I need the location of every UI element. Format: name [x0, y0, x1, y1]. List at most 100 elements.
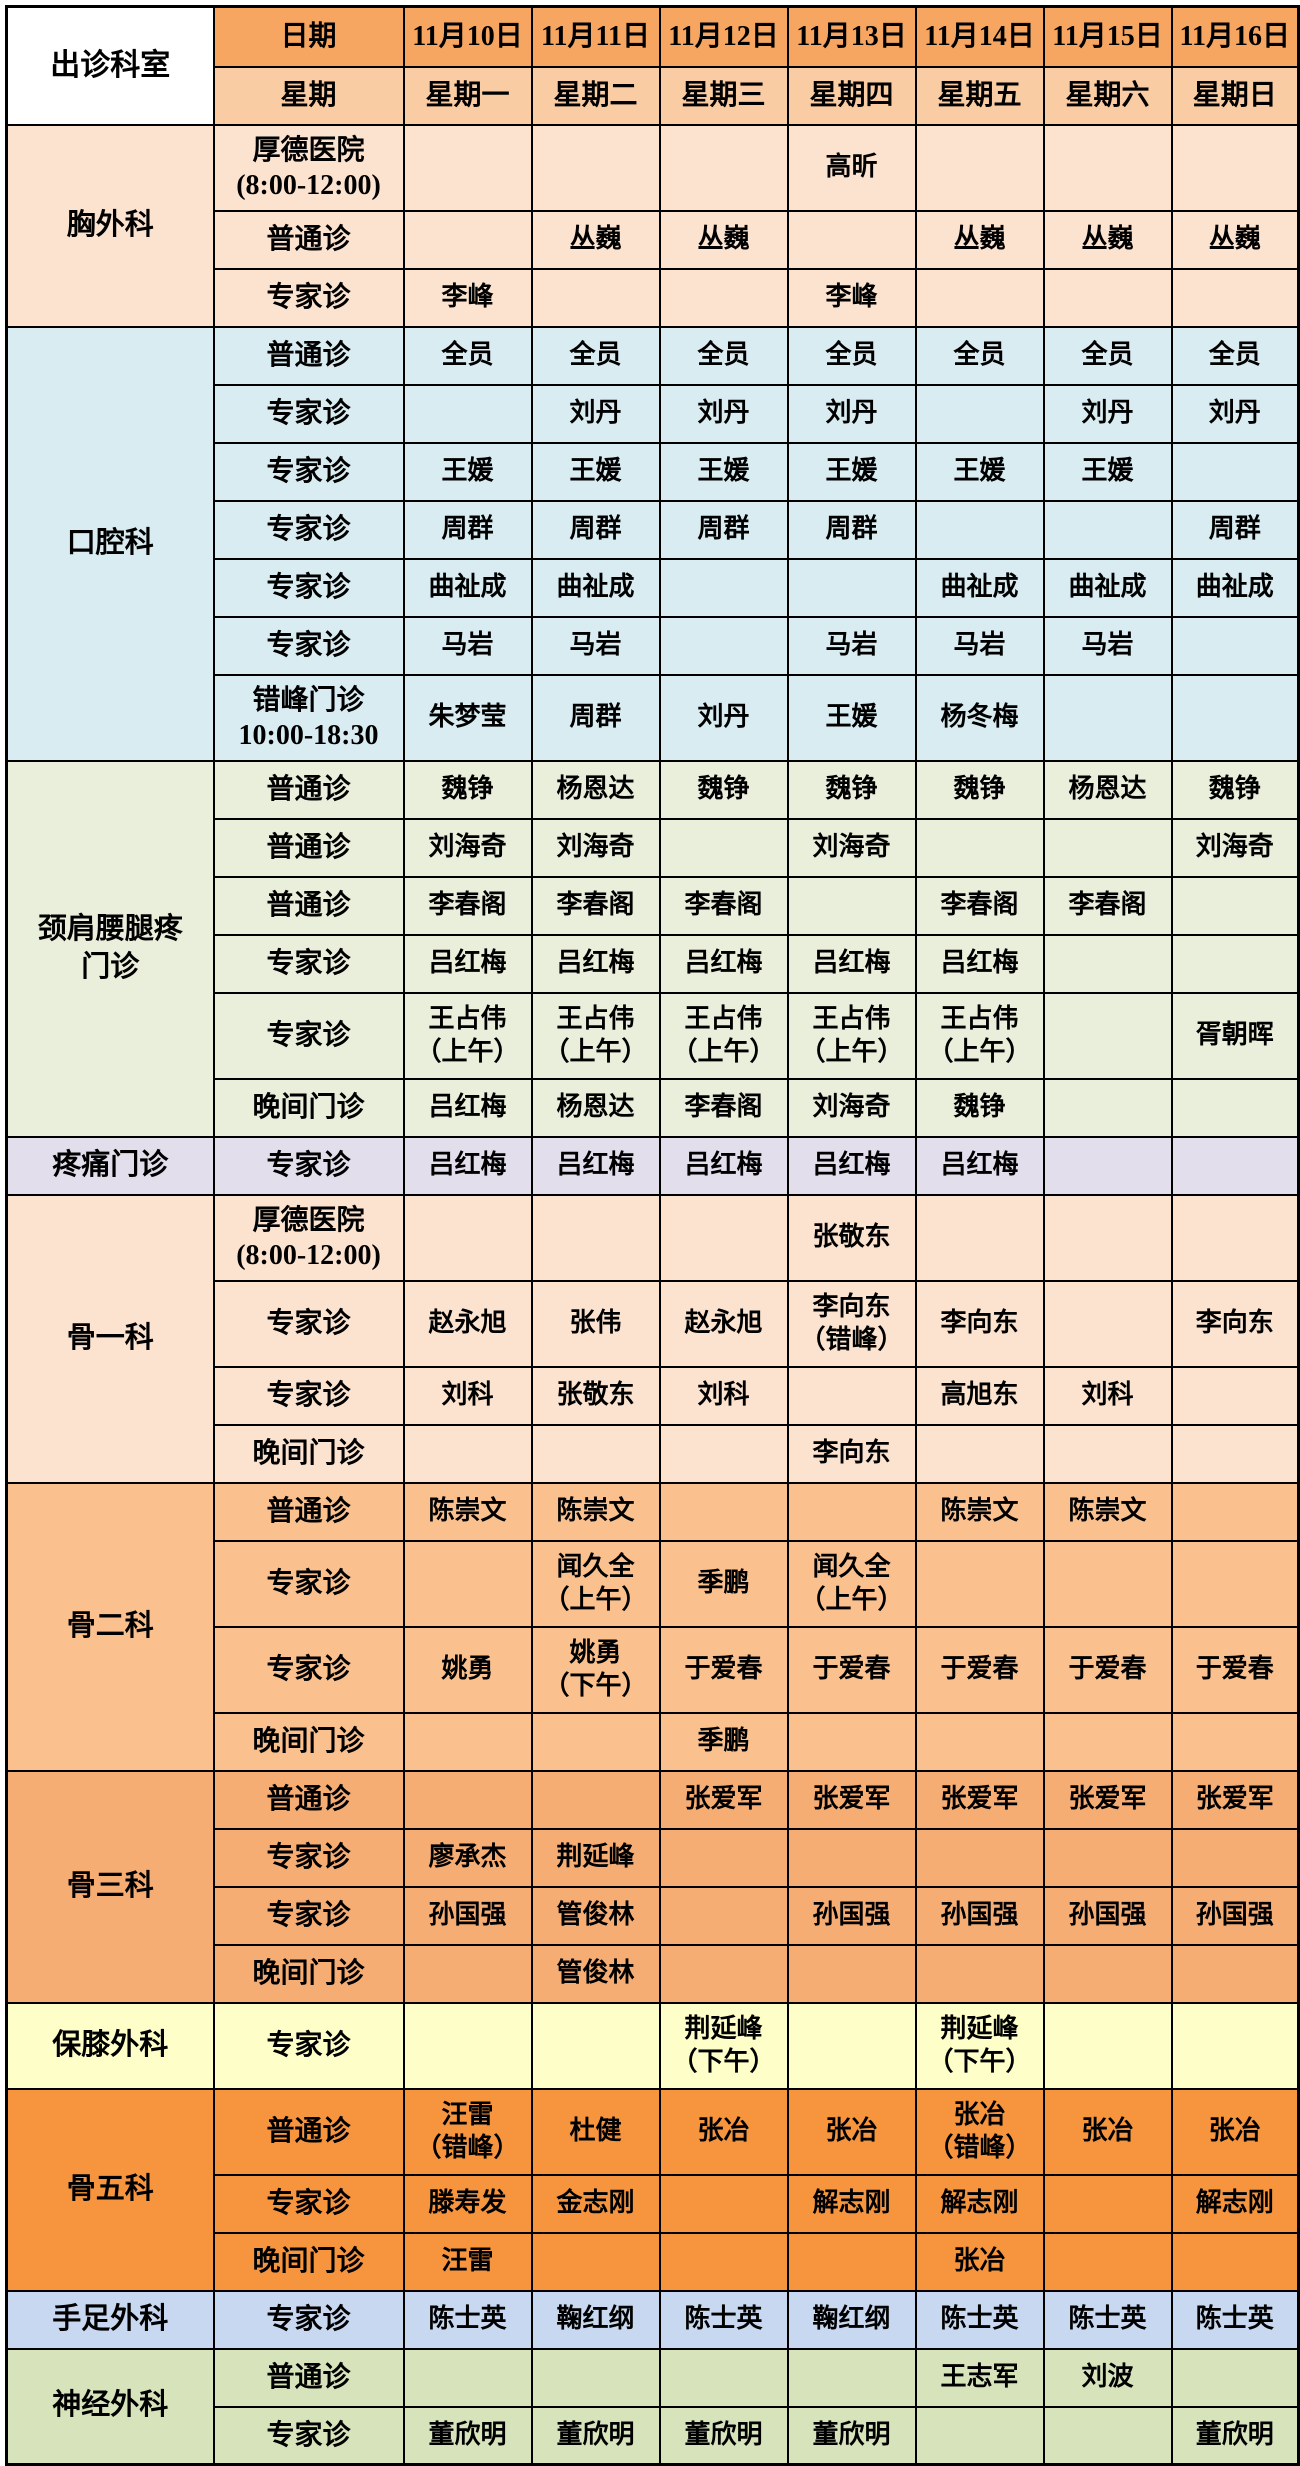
schedule-cell [658, 1481, 789, 1542]
schedule-cell [786, 1481, 917, 1542]
weekday-header-cell: 星期一 [402, 65, 533, 126]
clinic-type-cell: 厚德医院 (8:00-12:00) [212, 1193, 405, 1282]
schedule-row: 骨二科 普通诊 陈崇文 陈崇文 陈崇文 陈崇文 [5, 1481, 1300, 1772]
schedule-cell: 李春阁 [658, 1077, 789, 1138]
schedule-cell: 解志刚 [786, 2173, 917, 2234]
schedule-cell: 李春阁 [530, 875, 661, 936]
schedule-cell: 全员 [1170, 325, 1300, 386]
schedule-cell: 刘丹 [1042, 383, 1173, 444]
schedule-cell: 周群 [530, 499, 661, 560]
schedule-cell: 孙国强 [1170, 1885, 1300, 1946]
clinic-type-cell: 专家诊 [212, 557, 405, 618]
schedule-cell: 高旭东 [914, 1365, 1045, 1426]
weekday-header-cell: 星期日 [1170, 65, 1300, 126]
schedule-cell [914, 2405, 1045, 2466]
schedule-cell: 季鹏 [658, 1711, 789, 1772]
date-header-cell: 11月12日 [658, 5, 789, 68]
department-cell: 口腔科 [5, 325, 215, 762]
schedule-row: 晚间门诊 李向东 [7, 1423, 1300, 1484]
schedule-cell [658, 817, 789, 878]
schedule-cell: 王占伟 （上午） [914, 991, 1045, 1080]
schedule-cell: 吕红梅 [786, 1135, 917, 1196]
schedule-cell: 荆延峰 （下午） [658, 2001, 789, 2090]
schedule-cell: 陈崇文 [402, 1481, 533, 1542]
schedule-cell: 滕寿发 [402, 2173, 533, 2234]
schedule-cell: 鞠红纲 [530, 2289, 661, 2350]
schedule-cell [402, 123, 533, 212]
schedule-cell [530, 123, 661, 212]
schedule-cell: 马岩 [786, 615, 917, 676]
schedule-cell [1042, 991, 1173, 1080]
schedule-cell: 吕红梅 [402, 933, 533, 994]
schedule-cell: 王占伟 （上午） [658, 991, 789, 1080]
schedule-cell [786, 557, 917, 618]
schedule-cell [1042, 817, 1173, 878]
schedule-cell [1042, 1279, 1173, 1368]
week-row-label: 星期 [212, 65, 405, 126]
schedule-row: 专家诊 王占伟 （上午） 王占伟 （上午） 王占伟 （上午） 王占伟 （上午） 王占伟 （… [7, 991, 1300, 1080]
schedule-cell [1170, 2347, 1300, 2408]
schedule-cell [402, 1423, 533, 1484]
clinic-type-cell: 专家诊 [212, 991, 405, 1080]
schedule-cell: 张冶 [1170, 2087, 1300, 2176]
schedule-cell [914, 267, 1045, 328]
schedule-row: 骨一科 厚德医院 (8:00-12:00) 张敬东 [5, 1193, 1300, 1484]
department-cell: 骨一科 [5, 1193, 215, 1484]
schedule-row: 错峰门诊 10:00-18:30 朱梦莹 周群 刘丹 王媛 杨冬梅 [7, 673, 1300, 762]
schedule-cell [658, 123, 789, 212]
schedule-cell [1042, 1943, 1173, 2004]
department-cell: 骨二科 [5, 1481, 215, 1772]
date-header-cell: 11月11日 [530, 5, 661, 68]
schedule-row: 专家诊 马岩 马岩 马岩 马岩 马岩 [7, 615, 1300, 676]
schedule-cell: 于爱春 [658, 1625, 789, 1714]
schedule-cell: 季鹏 [658, 1539, 789, 1628]
schedule-cell: 孙国强 [402, 1885, 533, 1946]
schedule-cell [1042, 1193, 1173, 1282]
schedule-cell: 魏铮 [1170, 759, 1300, 820]
schedule-cell [402, 1193, 533, 1282]
schedule-row: 专家诊 廖承杰 荆延峰 [7, 1827, 1300, 1888]
schedule-cell: 李峰 [786, 267, 917, 328]
schedule-cell: 杨恩达 [1042, 759, 1173, 820]
schedule-row: 普通诊 李春阁 李春阁 李春阁 李春阁 李春阁 [7, 875, 1300, 936]
clinic-type-cell: 专家诊 [212, 1279, 405, 1368]
schedule-cell: 朱梦莹 [402, 673, 533, 762]
schedule-cell [1042, 1827, 1173, 1888]
schedule-row: 专家诊 王媛 王媛 王媛 王媛 王媛 王媛 [7, 441, 1300, 502]
clinic-type-cell: 专家诊 [212, 441, 405, 502]
schedule-cell: 高昕 [786, 123, 917, 212]
clinic-type-cell: 普通诊 [212, 1769, 405, 1830]
schedule-cell: 王媛 [1042, 441, 1173, 502]
clinic-type-cell: 普通诊 [212, 759, 405, 820]
schedule-cell [914, 1193, 1045, 1282]
schedule-cell: 刘丹 [530, 383, 661, 444]
schedule-cell [1170, 933, 1300, 994]
schedule-cell [402, 209, 533, 270]
schedule-row: 专家诊 孙国强 管俊林 孙国强 孙国强 孙国强 孙国强 [7, 1885, 1300, 1946]
schedule-cell: 王媛 [914, 441, 1045, 502]
schedule-cell [1170, 1135, 1300, 1196]
schedule-cell: 曲祉成 [530, 557, 661, 618]
schedule-cell: 刘丹 [658, 673, 789, 762]
schedule-cell [530, 1193, 661, 1282]
clinic-type-cell: 专家诊 [212, 1539, 405, 1628]
schedule-cell: 闻久全 （上午） [530, 1539, 661, 1628]
schedule-row: 神经外科 普通诊 王志军 刘波 [5, 2347, 1300, 2466]
schedule-cell [786, 1827, 917, 1888]
schedule-cell: 吕红梅 [786, 933, 917, 994]
schedule-cell [658, 1827, 789, 1888]
schedule-cell: 魏铮 [914, 759, 1045, 820]
schedule-cell [1042, 267, 1173, 328]
schedule-cell: 陈士英 [1042, 2289, 1173, 2350]
schedule-cell: 丛巍 [914, 209, 1045, 270]
schedule-cell [402, 1711, 533, 1772]
schedule-cell [402, 1769, 533, 1830]
clinic-type-cell: 晚间门诊 [212, 1943, 405, 2004]
department-cell: 神经外科 [5, 2347, 215, 2466]
schedule-cell: 陈士英 [658, 2289, 789, 2350]
schedule-cell: 杨冬梅 [914, 673, 1045, 762]
schedule-row: 晚间门诊 管俊林 [7, 1943, 1300, 2004]
schedule-cell: 魏铮 [786, 759, 917, 820]
schedule-cell [530, 2001, 661, 2090]
schedule-cell: 王媛 [658, 441, 789, 502]
